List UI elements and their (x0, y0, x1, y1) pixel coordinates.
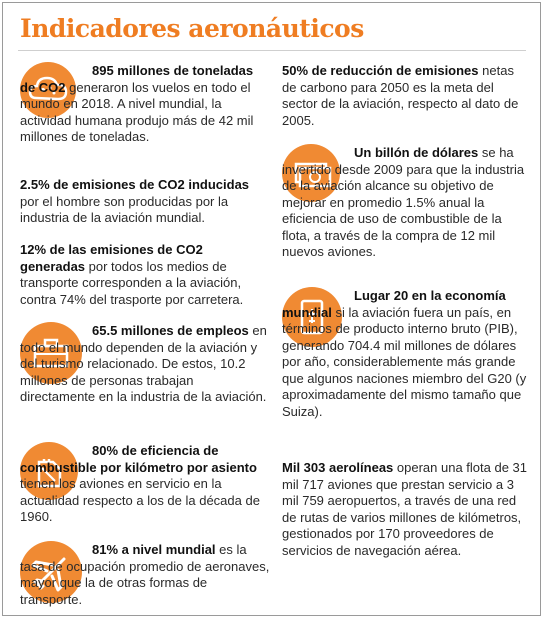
airplane-icon (20, 541, 82, 603)
fact-airlines: Mil 303 aerolíneas operan una flota de 3… (282, 460, 528, 558)
infographic-frame (2, 2, 541, 616)
fact-emission-reduction: 50% de reducción de emisiones netas de c… (282, 63, 519, 128)
co2-cloud-icon (20, 62, 76, 118)
fact-fuel-efficiency: 80% de eficiencia de combustible por kil… (20, 443, 260, 524)
fact-economy-rank: Lugar 20 en la economía mundial si la av… (282, 288, 527, 419)
title-divider (18, 50, 526, 51)
fact-co2-tonnes: 895 millones de toneladas de CO2 generar… (20, 63, 254, 144)
fact-investment: Un billón de dólares se ha invertido des… (282, 145, 525, 259)
briefcase-icon (20, 322, 82, 384)
fact-co2-share: 2.5% de emisiones de CO2 inducidas por e… (20, 177, 250, 225)
fact-occupancy: 81% a nivel mundial es la tasa de ocupac… (20, 542, 270, 607)
fact-employment: 65.5 millones de empleos en todo el mund… (20, 323, 267, 404)
fuel-can-icon (20, 442, 78, 500)
money-icon (282, 144, 340, 202)
boarding-pass-icon (282, 287, 342, 347)
fact-transport-emissions: 12% de las emisiones de CO2 generadas po… (20, 242, 244, 307)
page-title: Indicadores aeronáuticos (20, 14, 364, 43)
